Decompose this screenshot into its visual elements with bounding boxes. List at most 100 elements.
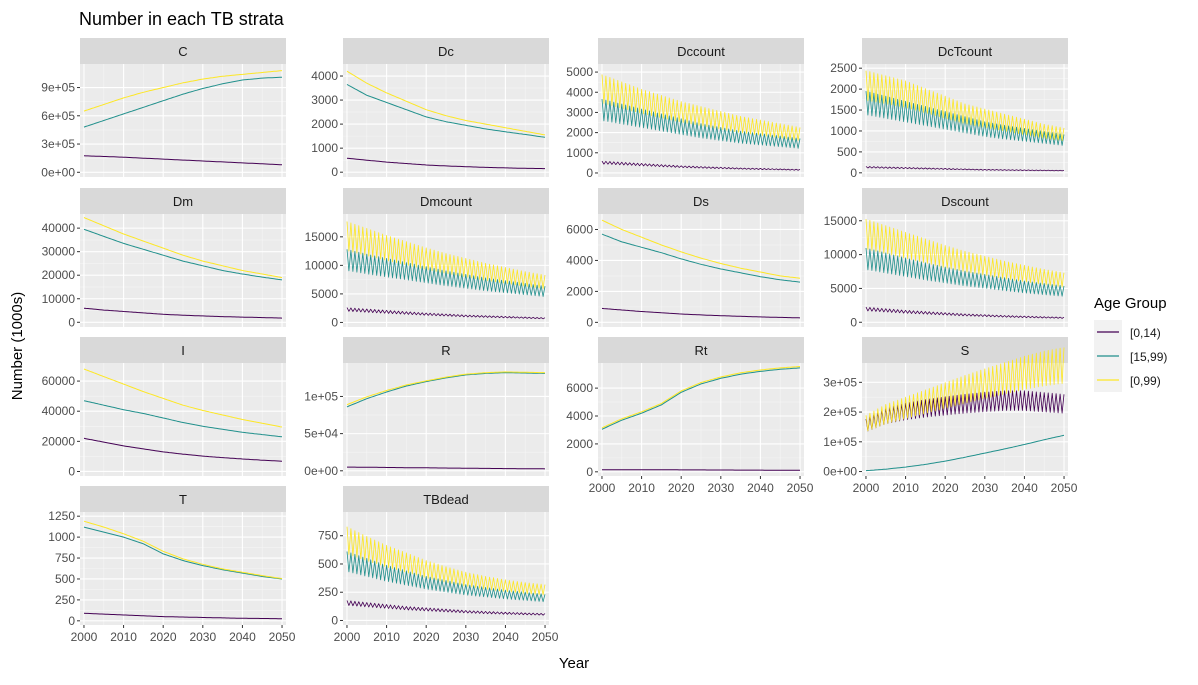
panel-strip-label: C xyxy=(178,44,187,59)
x-tick-label: 2020 xyxy=(668,481,695,495)
x-tick-label: 2050 xyxy=(787,481,814,495)
x-tick-label: 2040 xyxy=(492,630,519,644)
y-tick-label: 500 xyxy=(837,145,857,159)
y-tick-label: 0 xyxy=(68,315,75,329)
y-tick-label: 750 xyxy=(55,551,75,565)
y-tick-label: 2000 xyxy=(566,126,593,140)
y-tick-label: 5000 xyxy=(311,287,338,301)
legend: Age Group [0,14) [15,99) [0,99) xyxy=(1094,295,1167,392)
series-line-1 xyxy=(346,249,546,297)
panel-strip xyxy=(80,486,286,512)
y-tick-label: 250 xyxy=(318,585,338,599)
y-tick-label: 1000 xyxy=(830,124,857,138)
x-tick-label: 2030 xyxy=(452,630,479,644)
panel-strip xyxy=(343,486,549,512)
y-tick-label: 6000 xyxy=(566,381,593,395)
y-tick-label: 0 xyxy=(586,465,593,479)
x-tick-label: 2000 xyxy=(71,630,98,644)
y-tick-label: 4000 xyxy=(566,85,593,99)
series-line-2 xyxy=(346,70,546,136)
series-line-0 xyxy=(865,306,1065,319)
series-line-0 xyxy=(601,160,801,171)
y-tick-label: 0 xyxy=(850,166,857,180)
y-tick-label: 10000 xyxy=(42,292,76,306)
series-line-0 xyxy=(601,307,801,319)
y-tick-label: 5000 xyxy=(830,281,857,295)
series-line-2 xyxy=(346,371,546,406)
y-tick-label: 1000 xyxy=(48,530,75,544)
y-tick-label: 1250 xyxy=(48,509,75,523)
panel-strip xyxy=(343,38,549,64)
y-tick-label: 1e+05 xyxy=(823,435,857,449)
panel-strip xyxy=(80,38,286,64)
y-tick-label: 2000 xyxy=(566,284,593,298)
legend-entry-label: [15,99) xyxy=(1130,350,1167,364)
x-tick-label: 2040 xyxy=(747,481,774,495)
x-tick-label: 2010 xyxy=(110,630,137,644)
x-tick-label: 2010 xyxy=(373,630,400,644)
y-tick-label: 0 xyxy=(68,614,75,628)
x-tick-label: 2020 xyxy=(932,481,959,495)
panel-tbdead: TBdead 0 250 500 750 2000 2010 2020 2030 2040 2050 xyxy=(318,486,559,644)
panel-dccount: Dccount 0 1000 2000 3000 4000 5000 xyxy=(566,38,804,180)
y-tick-label: 5000 xyxy=(566,65,593,79)
y-tick-label: 0 xyxy=(68,464,75,478)
y-tick-label: 1e+05 xyxy=(304,389,338,403)
y-axis-label: Number (1000s) xyxy=(9,292,26,400)
y-tick-label: 4000 xyxy=(311,69,338,83)
series-line-2 xyxy=(865,70,1065,142)
y-tick-label: 3e+05 xyxy=(41,137,75,151)
y-tick-label: 2000 xyxy=(566,437,593,451)
x-tick-label: 2030 xyxy=(707,481,734,495)
y-tick-label: 0e+00 xyxy=(41,165,75,179)
series-line-2 xyxy=(346,221,546,289)
panel-rt: Rt 0 2000 4000 6000 2000 2010 2020 2030 2040 2050 xyxy=(566,337,814,495)
y-tick-label: 0 xyxy=(331,315,338,329)
y-tick-label: 2e+05 xyxy=(823,405,857,419)
y-tick-label: 15000 xyxy=(824,214,858,228)
x-tick-label: 2050 xyxy=(532,630,559,644)
y-tick-label: 0e+00 xyxy=(823,465,857,479)
series-line-0 xyxy=(865,166,1065,172)
series-line-1 xyxy=(865,91,1065,146)
x-tick-label: 2010 xyxy=(628,481,655,495)
facet-panels: C 0e+00 3e+05 6e+05 9e+05 Dc 0 1000 2000 3000 4000… xyxy=(41,38,1078,644)
series-line-2 xyxy=(865,219,1065,288)
x-tick-label: 2030 xyxy=(971,481,998,495)
panel-strip-label: T xyxy=(179,492,187,507)
series-line-1 xyxy=(346,372,545,408)
series-line-0 xyxy=(602,469,800,471)
series-line-0 xyxy=(83,437,283,462)
panel-strip xyxy=(598,337,804,363)
y-tick-label: 6e+05 xyxy=(41,109,75,123)
panel-strip-label: DcTcount xyxy=(938,44,993,59)
y-tick-label: 6000 xyxy=(566,222,593,236)
x-axis-label: Year xyxy=(559,655,589,672)
panel-strip xyxy=(598,38,804,64)
series-line-2 xyxy=(601,74,801,141)
y-tick-label: 0 xyxy=(331,165,338,179)
panel-strip-label: Dscount xyxy=(941,194,989,209)
panel-dctcount: DcTcount 0 500 1000 1500 2000 2500 xyxy=(830,38,1068,180)
panel-strip-label: I xyxy=(181,343,185,358)
series-line-1 xyxy=(601,367,801,430)
panel-strip-label: Dm xyxy=(173,194,193,209)
series-line-0 xyxy=(347,466,546,470)
y-tick-label: 4000 xyxy=(566,409,593,423)
series-line-1 xyxy=(83,400,283,438)
series-line-1 xyxy=(83,76,283,128)
y-tick-label: 15000 xyxy=(305,230,339,244)
x-tick-label: 2040 xyxy=(229,630,256,644)
series-line-0 xyxy=(83,307,283,319)
panel-strip-label: Ds xyxy=(693,194,709,209)
panel-r: R 0e+00 5e+04 1e+05 xyxy=(304,337,549,478)
series-line-0 xyxy=(83,155,283,166)
panel-strip xyxy=(862,337,1068,363)
legend-entry-label: [0,99) xyxy=(1130,374,1161,388)
y-tick-label: 500 xyxy=(318,557,338,571)
y-tick-label: 0e+00 xyxy=(304,464,338,478)
series-line-1 xyxy=(601,99,801,149)
y-tick-label: 750 xyxy=(318,529,338,543)
series-line-1 xyxy=(346,83,546,138)
x-tick-label: 2050 xyxy=(269,630,296,644)
